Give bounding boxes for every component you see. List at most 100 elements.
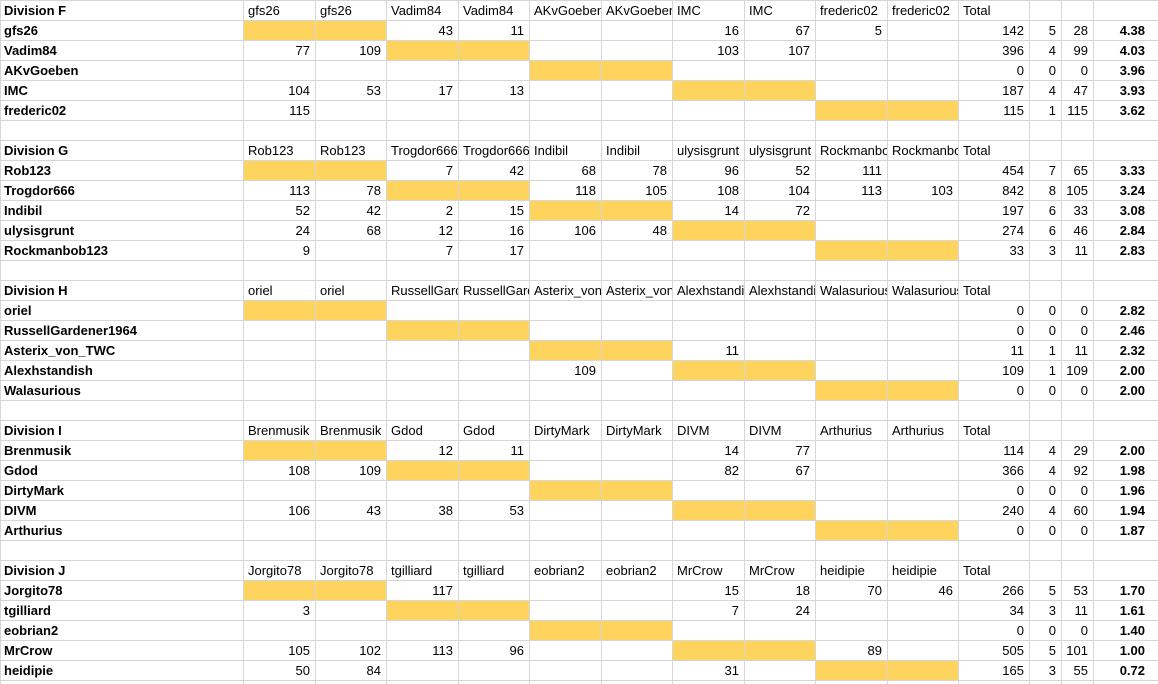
score-cell[interactable] [243,60,316,81]
score-cell[interactable]: 13 [458,80,530,101]
summary-value-cell[interactable]: 0 [1029,300,1062,321]
total-value-cell[interactable]: 505 [958,640,1030,661]
empty-cell[interactable] [887,260,959,281]
score-cell[interactable] [529,640,602,661]
rating-cell[interactable]: 2.46 [1093,320,1158,341]
score-cell[interactable] [529,80,602,101]
self-match-cell[interactable] [744,360,816,381]
empty-cell[interactable] [672,120,745,141]
rating-cell[interactable]: 1.40 [1093,620,1158,641]
empty-cell[interactable] [386,540,459,561]
total-header-cell[interactable]: Total [958,560,1030,581]
opponent-header-cell[interactable]: eobrian2 [601,560,673,581]
total-value-cell[interactable]: 197 [958,200,1030,221]
empty-cell[interactable] [672,680,745,684]
score-cell[interactable] [601,640,673,661]
summary-value-cell[interactable]: 99 [1061,40,1094,61]
player-name-cell[interactable]: RussellGardener1964 [0,320,244,341]
summary-value-cell[interactable]: 0 [1061,620,1094,641]
total-value-cell[interactable]: 11 [958,340,1030,361]
self-match-cell[interactable] [243,580,316,601]
total-value-cell[interactable]: 109 [958,360,1030,381]
opponent-header-cell[interactable]: DirtyMark [601,420,673,441]
score-cell[interactable] [386,380,459,401]
score-cell[interactable]: 12 [386,220,459,241]
empty-cell[interactable] [1029,140,1062,161]
opponent-header-cell[interactable]: Rockmanbob123 [815,140,888,161]
empty-cell[interactable] [1029,120,1062,141]
opponent-header-cell[interactable]: MrCrow [672,560,745,581]
player-name-cell[interactable]: Trogdor666 [0,180,244,201]
score-cell[interactable]: 67 [744,20,816,41]
empty-cell[interactable] [887,120,959,141]
score-cell[interactable]: 31 [672,660,745,681]
score-cell[interactable] [744,240,816,261]
player-name-cell[interactable]: Jorgito78 [0,580,244,601]
opponent-header-cell[interactable]: Rob123 [243,140,316,161]
opponent-header-cell[interactable]: DIVM [744,420,816,441]
score-cell[interactable] [529,580,602,601]
score-cell[interactable] [887,620,959,641]
opponent-header-cell[interactable]: oriel [243,280,316,301]
rating-cell[interactable]: 1.94 [1093,500,1158,521]
empty-cell[interactable] [315,120,387,141]
score-cell[interactable] [601,460,673,481]
self-match-cell[interactable] [458,320,530,341]
empty-cell[interactable] [1061,680,1094,684]
score-cell[interactable] [887,640,959,661]
total-header-cell[interactable]: Total [958,280,1030,301]
score-cell[interactable]: 84 [315,660,387,681]
empty-cell[interactable] [1029,560,1062,581]
player-name-cell[interactable]: IMC [0,80,244,101]
opponent-header-cell[interactable]: Alexhstandish [672,280,745,301]
empty-cell[interactable] [386,680,459,684]
player-name-cell[interactable]: Gdod [0,460,244,481]
score-cell[interactable] [386,100,459,121]
score-cell[interactable] [672,240,745,261]
empty-cell[interactable] [601,680,673,684]
score-cell[interactable] [529,660,602,681]
score-cell[interactable] [744,300,816,321]
score-cell[interactable] [529,300,602,321]
opponent-header-cell[interactable]: Indibil [601,140,673,161]
score-cell[interactable]: 70 [815,580,888,601]
score-cell[interactable] [529,380,602,401]
score-cell[interactable]: 11 [458,20,530,41]
summary-value-cell[interactable]: 0 [1029,380,1062,401]
score-cell[interactable]: 15 [458,200,530,221]
score-cell[interactable]: 42 [458,160,530,181]
score-cell[interactable] [887,460,959,481]
opponent-header-cell[interactable]: gfs26 [243,0,316,21]
empty-cell[interactable] [1061,280,1094,301]
summary-value-cell[interactable]: 0 [1061,380,1094,401]
score-cell[interactable] [458,480,530,501]
score-cell[interactable]: 78 [315,180,387,201]
score-cell[interactable]: 106 [529,220,602,241]
player-name-cell[interactable]: oriel [0,300,244,321]
score-cell[interactable]: 72 [744,200,816,221]
opponent-header-cell[interactable]: Arthurius [815,420,888,441]
score-cell[interactable]: 113 [243,180,316,201]
summary-value-cell[interactable]: 7 [1029,160,1062,181]
empty-cell[interactable] [958,260,1030,281]
score-cell[interactable] [386,660,459,681]
score-cell[interactable] [815,440,888,461]
summary-value-cell[interactable]: 0 [1029,60,1062,81]
empty-cell[interactable] [243,120,316,141]
empty-cell[interactable] [1093,540,1158,561]
opponent-header-cell[interactable]: IMC [672,0,745,21]
summary-value-cell[interactable]: 1 [1029,360,1062,381]
rating-cell[interactable]: 2.83 [1093,240,1158,261]
score-cell[interactable] [887,340,959,361]
score-cell[interactable]: 42 [315,200,387,221]
self-match-cell[interactable] [458,600,530,621]
summary-value-cell[interactable]: 47 [1061,80,1094,101]
empty-cell[interactable] [315,540,387,561]
score-cell[interactable]: 14 [672,440,745,461]
score-cell[interactable] [243,520,316,541]
score-cell[interactable]: 77 [243,40,316,61]
score-cell[interactable] [815,460,888,481]
score-cell[interactable]: 108 [672,180,745,201]
score-cell[interactable] [672,520,745,541]
score-cell[interactable]: 113 [386,640,459,661]
